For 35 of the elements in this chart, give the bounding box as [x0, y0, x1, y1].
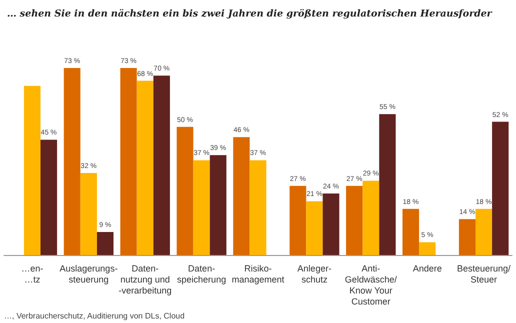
x-tick-label: Daten- nutzung und -verarbeitung — [118, 264, 172, 296]
bar — [193, 160, 210, 255]
bar — [176, 126, 194, 255]
bar — [306, 201, 323, 255]
x-tick-label: Daten- speicherung — [177, 264, 226, 284]
bar — [80, 173, 97, 255]
bar — [322, 194, 340, 255]
text: …, Verbraucherschutz, Auditierung von DLs, Cloud — [4, 312, 185, 320]
bar — [24, 86, 40, 255]
bar — [136, 80, 154, 255]
bar — [458, 219, 476, 255]
x-tick-label: Andere — [412, 264, 442, 274]
x-tick-label: Risiko- management — [232, 264, 285, 284]
bar — [120, 68, 137, 255]
bar — [153, 76, 170, 255]
bar — [346, 186, 363, 255]
x-tick-label: …en- …tz — [21, 264, 44, 284]
bar — [476, 208, 492, 255]
bar — [290, 186, 306, 255]
bar — [233, 137, 250, 255]
x-tick-label: Anleger- schutz — [297, 264, 332, 284]
x-tick-label: Anti- Geldwäsche/ Know Your Customer — [344, 264, 398, 306]
bar — [250, 160, 266, 255]
bar — [492, 122, 509, 255]
bar — [379, 114, 396, 255]
bar — [210, 155, 226, 255]
bar — [362, 180, 380, 255]
chart-title: … sehen Sie in den nächsten ein bis zwei Jahren die größten regulatorischen Herausforder — [7, 8, 493, 20]
bar — [402, 208, 420, 255]
x-tick-label: Besteuerung/ Steuer — [457, 264, 512, 284]
bar — [40, 140, 58, 255]
x-tick-label: Auslagerungs- steuerung — [60, 264, 118, 284]
bar — [64, 68, 80, 255]
bar — [419, 242, 436, 255]
bar — [96, 232, 114, 255]
